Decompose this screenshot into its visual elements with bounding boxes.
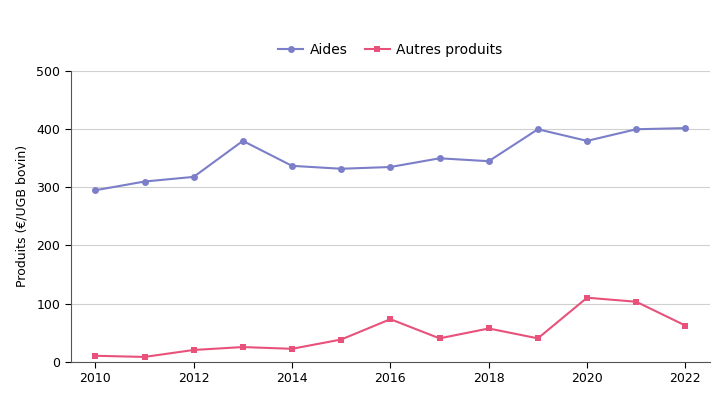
Y-axis label: Produits (€/UGB bovin): Produits (€/UGB bovin)	[15, 145, 28, 288]
Aides	[534, 127, 542, 132]
Autres produits	[484, 326, 493, 331]
Legend: Aides, Autres produits: Aides, Autres produits	[273, 38, 508, 62]
Autres produits	[288, 346, 297, 351]
Autres produits	[189, 348, 198, 352]
Aides	[337, 166, 346, 171]
Autres produits	[632, 299, 641, 304]
Aides	[140, 179, 149, 184]
Aides	[288, 164, 297, 168]
Aides	[484, 159, 493, 164]
Autres produits	[91, 353, 99, 358]
Autres produits	[386, 317, 394, 322]
Aides	[189, 174, 198, 179]
Autres produits	[681, 323, 689, 328]
Autres produits	[140, 354, 149, 359]
Autres produits	[583, 295, 592, 300]
Aides	[239, 138, 247, 143]
Aides	[583, 138, 592, 143]
Aides	[632, 127, 641, 132]
Aides	[91, 188, 99, 193]
Autres produits	[239, 345, 247, 350]
Line: Autres produits: Autres produits	[92, 294, 689, 360]
Line: Aides: Aides	[92, 125, 689, 194]
Autres produits	[534, 336, 542, 341]
Autres produits	[337, 337, 346, 342]
Aides	[435, 156, 444, 161]
Aides	[386, 165, 394, 170]
Autres produits	[435, 336, 444, 341]
Aides	[681, 126, 689, 130]
